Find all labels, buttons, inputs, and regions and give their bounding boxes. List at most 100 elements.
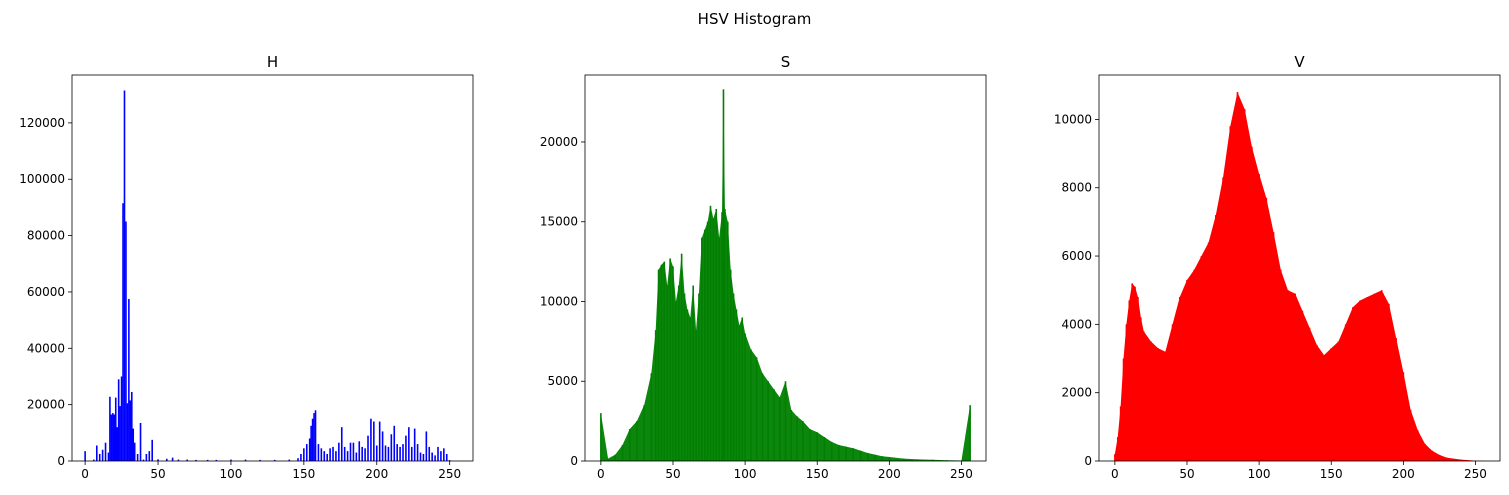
histogram-bar bbox=[165, 458, 168, 461]
histogram-area bbox=[1114, 92, 1483, 461]
histogram-bar bbox=[335, 451, 337, 461]
histogram-bar bbox=[215, 459, 218, 461]
histogram-bar bbox=[338, 442, 340, 461]
histogram-bar bbox=[136, 453, 139, 461]
y-tick-label: 15000 bbox=[540, 215, 578, 229]
x-tick-label: 150 bbox=[292, 467, 315, 481]
x-tick-label: 0 bbox=[81, 467, 89, 481]
histogram-bar bbox=[355, 452, 358, 461]
histogram-bar bbox=[93, 459, 95, 461]
histogram-bar bbox=[434, 455, 436, 461]
histogram-bar bbox=[428, 446, 431, 461]
y-tick-label: 20000 bbox=[540, 135, 578, 149]
subplot-title: S bbox=[781, 53, 791, 71]
histogram-bar bbox=[358, 441, 361, 461]
histogram-bar bbox=[440, 451, 442, 461]
x-tick-label: 100 bbox=[219, 467, 242, 481]
histogram-bar bbox=[381, 431, 384, 461]
subplot-v: V 0 50 100 150 200 250 0 2000 4000 6000 8000 10000 bbox=[1054, 53, 1501, 481]
histogram-bar bbox=[364, 448, 366, 461]
histogram-bar bbox=[310, 425, 312, 461]
x-tick-label: 150 bbox=[806, 467, 829, 481]
histogram-bar bbox=[332, 446, 334, 461]
x-tick-label: 150 bbox=[1320, 467, 1343, 481]
histogram-bar bbox=[98, 453, 101, 461]
histogram-bar bbox=[313, 413, 315, 461]
histogram-bar bbox=[116, 427, 118, 461]
histogram-bar bbox=[273, 459, 276, 461]
figure-title: HSV Histogram bbox=[698, 10, 812, 28]
subplot-title: V bbox=[1294, 53, 1305, 71]
x-tick-label: 100 bbox=[1248, 467, 1271, 481]
y-tick-label: 100000 bbox=[19, 172, 65, 186]
y-tick-label: 8000 bbox=[1061, 181, 1092, 195]
y-tick-label: 120000 bbox=[19, 116, 65, 130]
histogram-bar bbox=[361, 446, 363, 461]
x-tick-label: 200 bbox=[1392, 467, 1415, 481]
histogram-bar bbox=[303, 448, 305, 461]
histogram-bar bbox=[375, 445, 378, 461]
y-tick-label: 0 bbox=[570, 454, 578, 468]
histogram-bar bbox=[387, 446, 390, 461]
histogram-bar bbox=[305, 444, 308, 461]
histogram-bar bbox=[139, 422, 142, 461]
histogram-bar bbox=[416, 444, 419, 461]
histogram-bar bbox=[171, 457, 174, 461]
histogram-bar bbox=[133, 442, 136, 461]
histogram-bar bbox=[288, 459, 291, 461]
histogram-bar bbox=[431, 452, 433, 461]
histogram-bar bbox=[126, 403, 129, 461]
histogram-bar bbox=[119, 406, 121, 461]
histogram-bar bbox=[340, 427, 343, 461]
histogram-bar bbox=[104, 442, 107, 461]
histogram-bar bbox=[259, 459, 261, 461]
histogram-bar bbox=[110, 414, 113, 461]
histogram-bar bbox=[320, 448, 323, 461]
histogram-bar bbox=[314, 410, 317, 461]
histogram-bar bbox=[84, 451, 86, 461]
histogram-bar bbox=[107, 452, 110, 461]
histogram-bar bbox=[311, 418, 314, 461]
histogram-bar bbox=[300, 453, 302, 461]
histogram-bar bbox=[329, 448, 331, 461]
subplot-s: S 0 50 100 150 200 250 0 5000 10000 15000 20000 bbox=[540, 53, 987, 481]
histogram-bar bbox=[352, 442, 355, 461]
histogram-bar bbox=[370, 418, 372, 461]
subplot-h: H 0 50 100 150 200 250 0 20000 40000 60000 80000 100… bbox=[19, 53, 474, 481]
x-tick-label: 200 bbox=[878, 467, 901, 481]
histogram-bar bbox=[323, 451, 326, 461]
y-tick-label: 20000 bbox=[27, 398, 65, 412]
y-tick-label: 4000 bbox=[1061, 317, 1092, 331]
histogram-bar bbox=[151, 439, 153, 461]
x-tick-label: 0 bbox=[1111, 467, 1119, 481]
axes-frame bbox=[71, 74, 474, 462]
histogram-bar bbox=[349, 442, 352, 461]
histogram-bar bbox=[378, 421, 381, 461]
y-tick-label: 2000 bbox=[1061, 386, 1092, 400]
y-tick-label: 6000 bbox=[1061, 249, 1092, 263]
y-tick-label: 40000 bbox=[27, 341, 65, 355]
histogram-bar bbox=[145, 453, 148, 461]
x-tick-label: 50 bbox=[1179, 467, 1194, 481]
histogram-bar bbox=[413, 428, 416, 461]
x-tick-label: 50 bbox=[665, 467, 680, 481]
histogram-bar bbox=[113, 414, 116, 461]
histogram-bar bbox=[122, 203, 124, 461]
histogram-bar bbox=[408, 427, 410, 461]
histogram-bar bbox=[109, 396, 111, 461]
histogram-bar bbox=[419, 452, 422, 461]
y-tick-label: 5000 bbox=[547, 374, 578, 388]
histogram-bar bbox=[142, 459, 145, 461]
histogram-bar bbox=[157, 459, 159, 461]
histogram-bar bbox=[177, 459, 180, 461]
histogram-bar bbox=[120, 376, 123, 461]
y-tick-label: 80000 bbox=[27, 229, 65, 243]
histogram-bar bbox=[346, 451, 349, 461]
y-tick-label: 10000 bbox=[540, 294, 578, 308]
x-tick-label: 250 bbox=[1464, 467, 1487, 481]
histogram-bar bbox=[101, 449, 104, 461]
x-tick-label: 100 bbox=[734, 467, 757, 481]
y-tick-label: 0 bbox=[1084, 454, 1092, 468]
histogram-bar bbox=[443, 448, 445, 461]
